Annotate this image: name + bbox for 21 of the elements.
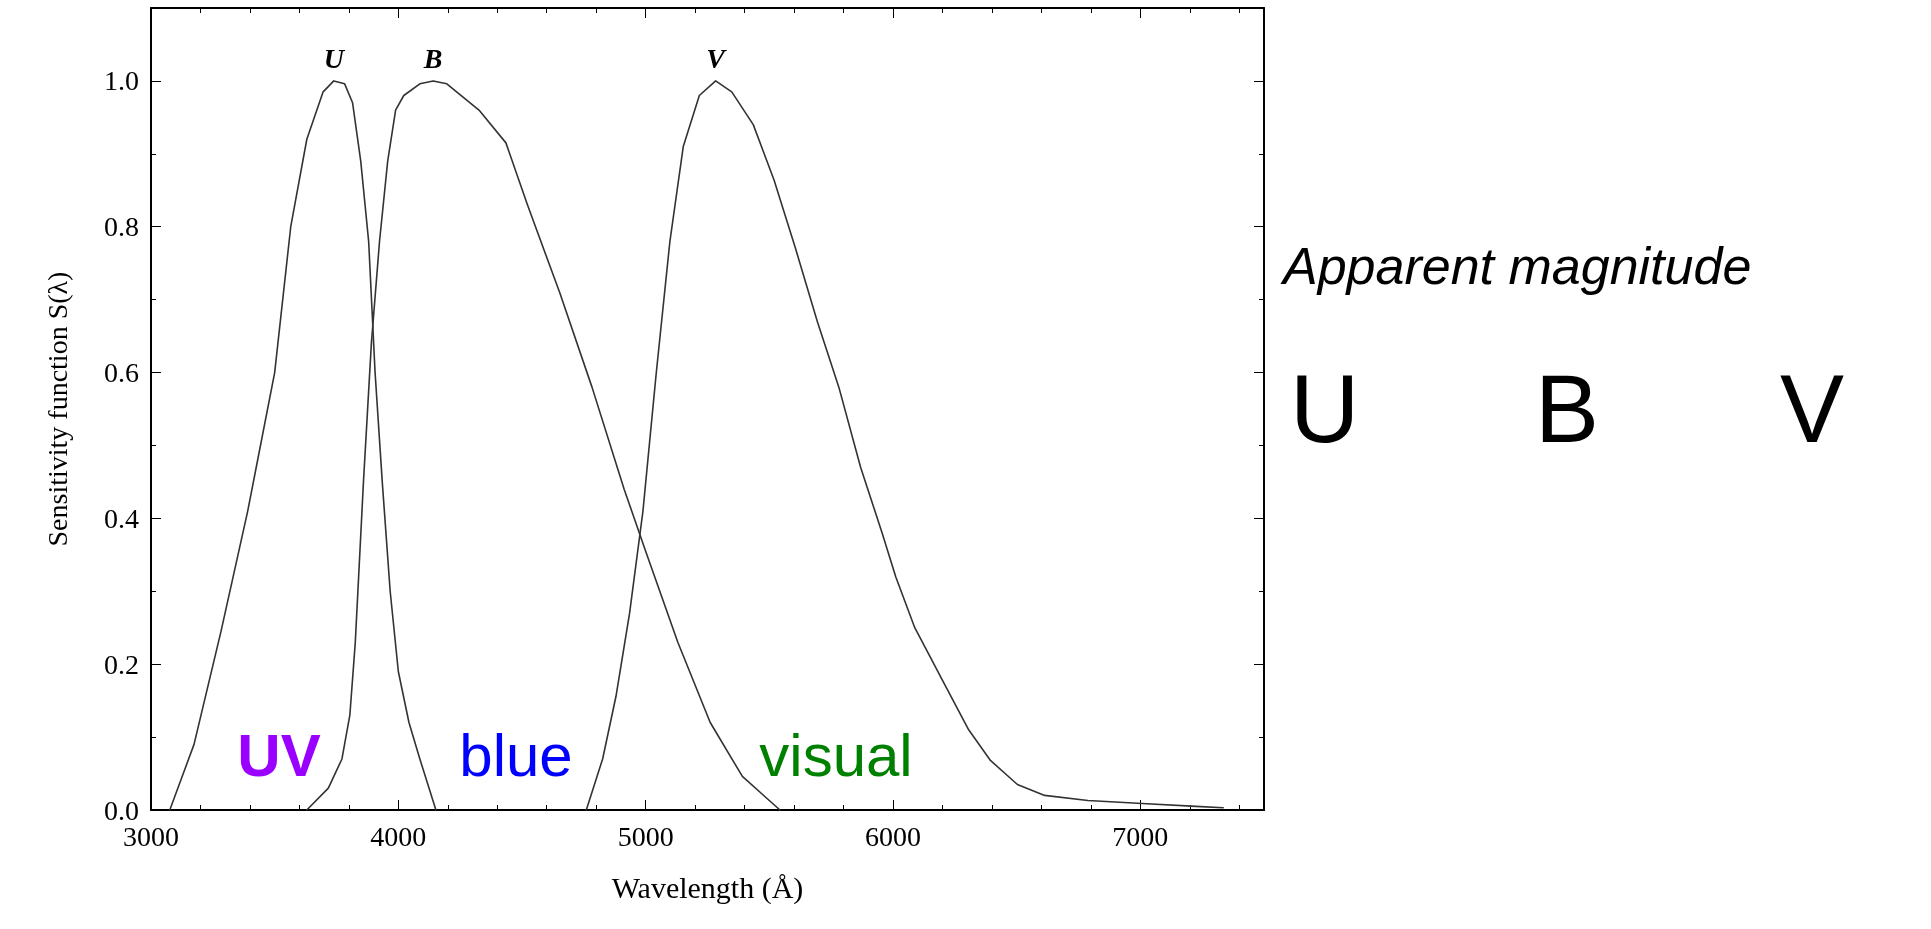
x-tick-label: 5000 <box>617 820 674 852</box>
series-label: B <box>422 43 443 75</box>
series-label: U <box>323 43 346 75</box>
annotation: blue <box>459 721 573 789</box>
x-axis-title: Wavelength (Å) <box>611 870 804 905</box>
x-tick-label: 6000 <box>865 820 921 852</box>
annotation: visual <box>759 721 913 789</box>
y-tick-label: 0.6 <box>104 357 139 389</box>
x-tick-label: 4000 <box>370 820 427 852</box>
y-tick-label: 0.2 <box>104 648 139 680</box>
series-label: V <box>706 43 728 75</box>
text: V <box>1780 354 1845 462</box>
y-tick-label: 0.8 <box>104 211 139 243</box>
x-tick-label: 7000 <box>1112 820 1169 852</box>
text: Apparent magnitude <box>1280 237 1752 295</box>
text: B <box>1535 354 1600 462</box>
y-axis-title: Sensitivity function S(λ) <box>41 271 73 547</box>
y-tick-label: 1.0 <box>104 65 139 97</box>
text: U <box>1290 354 1360 462</box>
annotation: UV <box>237 721 321 789</box>
y-tick-label: 0.4 <box>104 502 139 534</box>
